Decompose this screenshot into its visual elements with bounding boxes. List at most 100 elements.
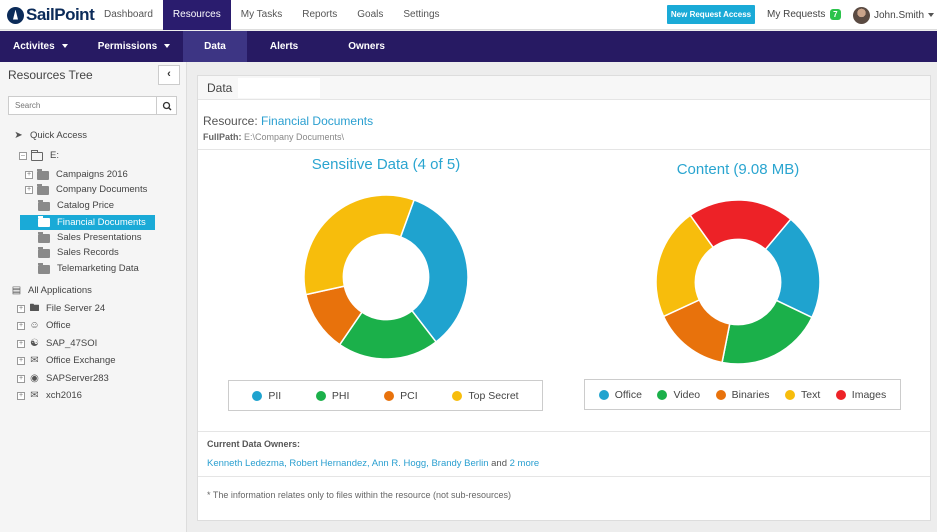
- app-label: File Server 24: [46, 303, 106, 314]
- app-label: Office Exchange: [46, 355, 116, 366]
- expand-toggle-icon[interactable]: +: [17, 392, 25, 400]
- collapse-toggle-icon[interactable]: –: [19, 152, 27, 160]
- app-office-exchange[interactable]: + ✉ Office Exchange: [17, 354, 116, 368]
- sailpoint-logo[interactable]: SailPoint: [7, 5, 95, 25]
- donut-slice-pii[interactable]: [399, 198, 469, 344]
- tree-search-input[interactable]: [8, 96, 157, 115]
- tab-permissions[interactable]: Permissions: [81, 31, 183, 62]
- quick-access-node[interactable]: ➤ Quick Access: [13, 129, 87, 143]
- quick-access-label: Quick Access: [30, 130, 88, 141]
- tree-item-financial-documents[interactable]: Financial Documents: [20, 215, 155, 230]
- expand-toggle-icon[interactable]: +: [17, 357, 25, 365]
- tab-owners[interactable]: Owners: [348, 41, 385, 52]
- collapse-sidebar-button[interactable]: ‹: [158, 65, 180, 85]
- expand-toggle-icon[interactable]: +: [17, 340, 25, 348]
- legend-item-phi[interactable]: PHI: [315, 390, 349, 402]
- legend-item-video[interactable]: Video: [657, 389, 700, 401]
- tree-item-sales-presentations[interactable]: Sales Presentations: [38, 231, 142, 245]
- legend-item-pii[interactable]: PII: [252, 390, 281, 402]
- owners-links[interactable]: Kenneth Ledezma, Robert Hernandez, Ann R…: [207, 458, 489, 469]
- top-navbar: SailPoint Dashboard Resources My Tasks R…: [0, 0, 937, 30]
- nav-resources[interactable]: Resources: [162, 0, 231, 30]
- chevron-down-icon: [61, 44, 68, 49]
- folder-icon: [38, 231, 50, 243]
- nav-settings[interactable]: Settings: [403, 9, 440, 20]
- legend-swatch: [452, 390, 463, 401]
- legend-label: Video: [673, 388, 701, 401]
- fullpath-line: FullPath: E:\Company Documents\: [203, 132, 344, 142]
- fullpath-value: E:\Company Documents\: [244, 132, 345, 142]
- current-owners-list: Kenneth Ledezma, Robert Hernandez, Ann R…: [207, 458, 539, 469]
- app-label: SAP_47SOI: [46, 338, 98, 349]
- legend-item-binaries[interactable]: Binaries: [715, 389, 770, 401]
- legend-item-pci[interactable]: PCI: [384, 390, 418, 402]
- footnote: * The information relates only to files …: [207, 490, 511, 500]
- resource-name-link[interactable]: Financial Documents: [261, 114, 374, 128]
- folder-icon: [38, 262, 50, 274]
- app-office[interactable]: + ☺ Office: [17, 319, 71, 333]
- app-xch2016[interactable]: + ✉ xch2016: [17, 389, 82, 403]
- expand-toggle-icon[interactable]: +: [17, 322, 25, 330]
- nav-goals[interactable]: Goals: [357, 9, 384, 20]
- nav-reports[interactable]: Reports: [302, 9, 338, 20]
- expand-toggle-icon[interactable]: +: [17, 375, 25, 383]
- folder-icon: [38, 199, 50, 211]
- legend-item-office[interactable]: Office: [598, 389, 642, 401]
- sensitive-data-donut-chart[interactable]: [302, 192, 470, 362]
- donut-slice-top-secret[interactable]: [303, 194, 416, 296]
- content-legend: Office Video Binaries Text Images: [584, 379, 901, 410]
- drive-node[interactable]: – E:: [19, 149, 59, 163]
- panel-header-tab: [238, 78, 320, 98]
- donut-slice-images[interactable]: [689, 199, 792, 251]
- expand-toggle-icon[interactable]: +: [17, 305, 25, 313]
- tree-item-company-documents[interactable]: + Company Documents: [25, 183, 147, 197]
- donut-slice-text[interactable]: [655, 214, 715, 318]
- content-chart-title: Content (9.08 MB): [676, 161, 800, 178]
- nav-dashboard[interactable]: Dashboard: [104, 9, 153, 20]
- tab-permissions-label: Permissions: [97, 41, 158, 52]
- chevron-down-icon: [928, 13, 935, 17]
- app-file-server[interactable]: + 🖿 File Server 24: [17, 302, 105, 316]
- my-requests-label: My Requests: [767, 9, 826, 20]
- applications-icon: ▤: [11, 285, 22, 296]
- user-menu[interactable]: John.Smith: [853, 0, 935, 30]
- sailpoint-logo-icon: [7, 6, 24, 24]
- tree-item-label: Catalog Price: [57, 200, 115, 211]
- tab-alerts[interactable]: Alerts: [269, 41, 299, 52]
- resource-label: Resource:: [203, 114, 258, 128]
- sensitive-data-chart-title: Sensitive Data (4 of 5): [311, 156, 461, 173]
- main-nav: Dashboard Resources My Tasks Reports Goa…: [94, 0, 450, 30]
- legend-swatch: [315, 390, 326, 401]
- app-sap-47soi[interactable]: + ☯ SAP_47SOI: [17, 337, 97, 351]
- expand-toggle-icon[interactable]: +: [25, 171, 33, 179]
- my-requests-count-badge: 7: [830, 9, 841, 20]
- sub-navbar: Activites Permissions Data Alerts Owners: [0, 31, 937, 62]
- tab-activities[interactable]: Activites: [0, 31, 81, 62]
- search-button[interactable]: [156, 96, 177, 115]
- nav-my-tasks[interactable]: My Tasks: [240, 9, 283, 20]
- legend-label: PCI: [400, 389, 418, 402]
- tree-item-label: Company Documents: [56, 184, 148, 195]
- content-donut-chart[interactable]: [654, 198, 822, 366]
- my-requests-link[interactable]: My Requests 7: [767, 0, 841, 30]
- legend-label: PII: [268, 389, 282, 402]
- all-applications-node[interactable]: ▤ All Applications: [11, 284, 92, 298]
- tree-item-sales-records[interactable]: Sales Records: [38, 246, 119, 260]
- tree-item-campaigns[interactable]: + Campaigns 2016: [25, 168, 128, 182]
- folder-icon: [37, 168, 49, 180]
- legend-item-top-secret[interactable]: Top Secret: [452, 390, 519, 402]
- app-label: xch2016: [46, 390, 82, 401]
- legend-swatch: [384, 390, 395, 401]
- expand-toggle-icon[interactable]: +: [25, 186, 33, 194]
- legend-item-text[interactable]: Text: [785, 389, 820, 401]
- more-owners-link[interactable]: 2 more: [509, 458, 540, 469]
- fullpath-label: FullPath:: [203, 132, 242, 142]
- tree-item-telemarketing-data[interactable]: Telemarketing Data: [38, 262, 139, 276]
- tree-item-catalog-price[interactable]: Catalog Price: [38, 199, 114, 213]
- app-sapserver283[interactable]: + ◉ SAPServer283: [17, 372, 109, 386]
- legend-item-images[interactable]: Images: [835, 388, 887, 401]
- new-request-access-button[interactable]: New Request Access: [667, 5, 755, 24]
- resource-line: Resource: Financial Documents: [203, 114, 373, 128]
- tab-data[interactable]: Data: [183, 31, 247, 62]
- legend-label: Images: [851, 388, 887, 401]
